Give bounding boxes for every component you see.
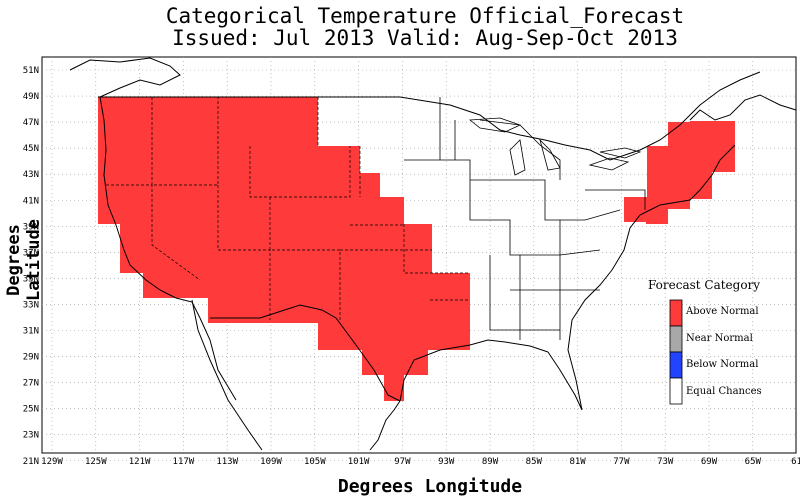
eastern-state-lines (404, 97, 646, 340)
y-tick-label: 27N (23, 379, 39, 389)
y-tick-label: 21N (23, 457, 39, 467)
x-tick-label: 93W (438, 457, 455, 467)
x-axis-label: Degrees Longitude (337, 476, 523, 497)
y-tick-label: 31N (23, 327, 39, 337)
state-borders (106, 97, 470, 320)
x-tick-label: 113W (216, 457, 238, 467)
x-tick-label: 65W (745, 457, 762, 467)
y-axis-ticks: 51N 49N 47N 45N 43N 41N 39N 37N 35N 33N 31N 29N 27N 2… (23, 66, 39, 467)
y-tick-label: 47N (23, 118, 39, 128)
legend-label-above: Above Normal (685, 306, 759, 317)
legend-swatch-above (669, 299, 683, 327)
y-tick-label: 41N (23, 196, 39, 206)
legend-swatch-below (669, 351, 683, 379)
legend: Forecast Category Above Normal Near Norm… (648, 278, 762, 405)
x-axis-ticks: 129W 125W 121W 117W 113W 109W 105W 101W 97W 93W 89… (41, 457, 800, 467)
country-borders (69, 57, 797, 451)
map-title-line1: Categorical Temperature Official_Forecas… (165, 4, 685, 28)
above-normal-region-northeast (624, 121, 735, 224)
y-tick-label: 29N (23, 353, 39, 363)
y-tick-label: 25N (23, 405, 39, 415)
x-tick-label: 61 (791, 457, 800, 467)
legend-swatch-equal (669, 377, 683, 405)
plot-frame (41, 56, 797, 454)
legend-label-equal: Equal Chances (686, 386, 762, 397)
x-tick-label: 89W (482, 457, 499, 467)
x-tick-label: 121W (129, 457, 151, 467)
x-tick-label: 105W (304, 457, 326, 467)
great-lakes (468, 117, 642, 176)
y-tick-label: 39N (23, 222, 39, 232)
y-tick-label: 23N (23, 431, 39, 441)
x-tick-label: 117W (173, 457, 195, 467)
y-tick-label: 45N (23, 144, 39, 154)
y-tick-label: 37N (23, 248, 39, 258)
map-title-line2: Issued: Jul 2013 Valid: Aug-Sep-Oct 2013 (172, 26, 678, 50)
x-tick-label: 129W (41, 457, 63, 467)
above-normal-region-west (98, 97, 470, 401)
y-tick-label: 51N (23, 66, 39, 76)
legend-label-below: Below Normal (686, 359, 758, 370)
x-tick-label: 125W (85, 457, 107, 467)
x-tick-label: 109W (260, 457, 282, 467)
legend-swatch-near (669, 325, 683, 353)
x-tick-label: 81W (569, 457, 586, 467)
x-tick-label: 77W (613, 457, 630, 467)
x-tick-label: 73W (657, 457, 674, 467)
x-tick-label: 85W (526, 457, 543, 467)
x-tick-label: 69W (701, 457, 718, 467)
legend-title: Forecast Category (648, 278, 760, 292)
legend-label-near: Near Normal (686, 333, 753, 344)
y-axis-label: Degrees Latitude (4, 219, 44, 301)
y-tick-label: 49N (23, 92, 39, 102)
y-tick-label: 43N (23, 170, 39, 180)
y-tick-label: 35N (23, 274, 39, 284)
x-tick-label: 101W (348, 457, 370, 467)
y-tick-label: 33N (23, 300, 39, 310)
x-tick-label: 97W (394, 457, 411, 467)
